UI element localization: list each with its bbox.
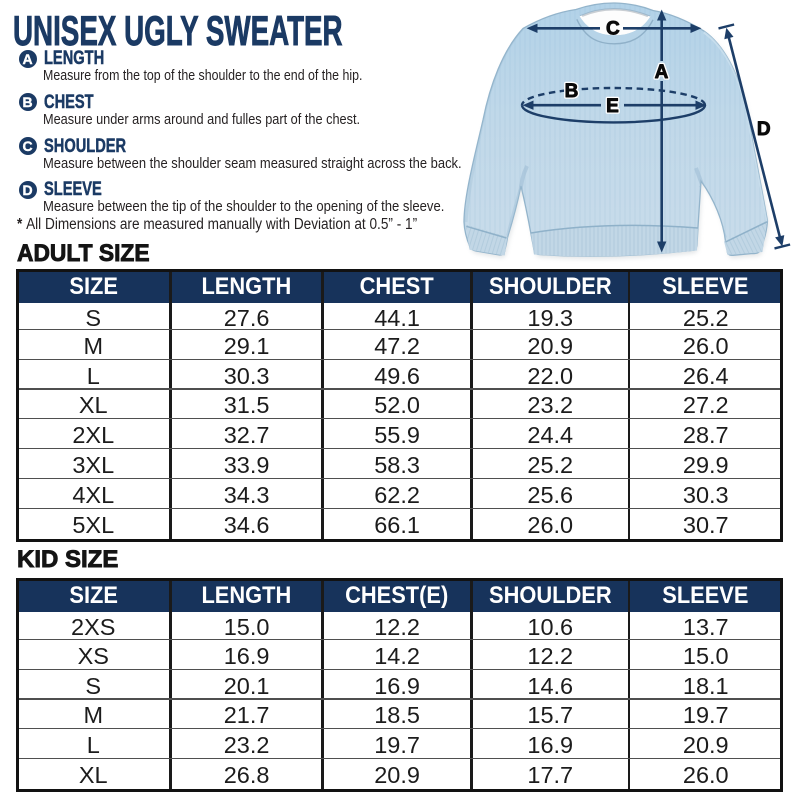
svg-text:A: A xyxy=(655,62,669,83)
svg-text:C: C xyxy=(606,19,620,40)
svg-text:B: B xyxy=(565,81,579,102)
svg-text:D: D xyxy=(757,119,771,140)
svg-text:E: E xyxy=(606,96,619,117)
svg-text:E: E xyxy=(606,96,619,117)
svg-text:A: A xyxy=(655,62,669,83)
svg-text:B: B xyxy=(565,81,579,102)
